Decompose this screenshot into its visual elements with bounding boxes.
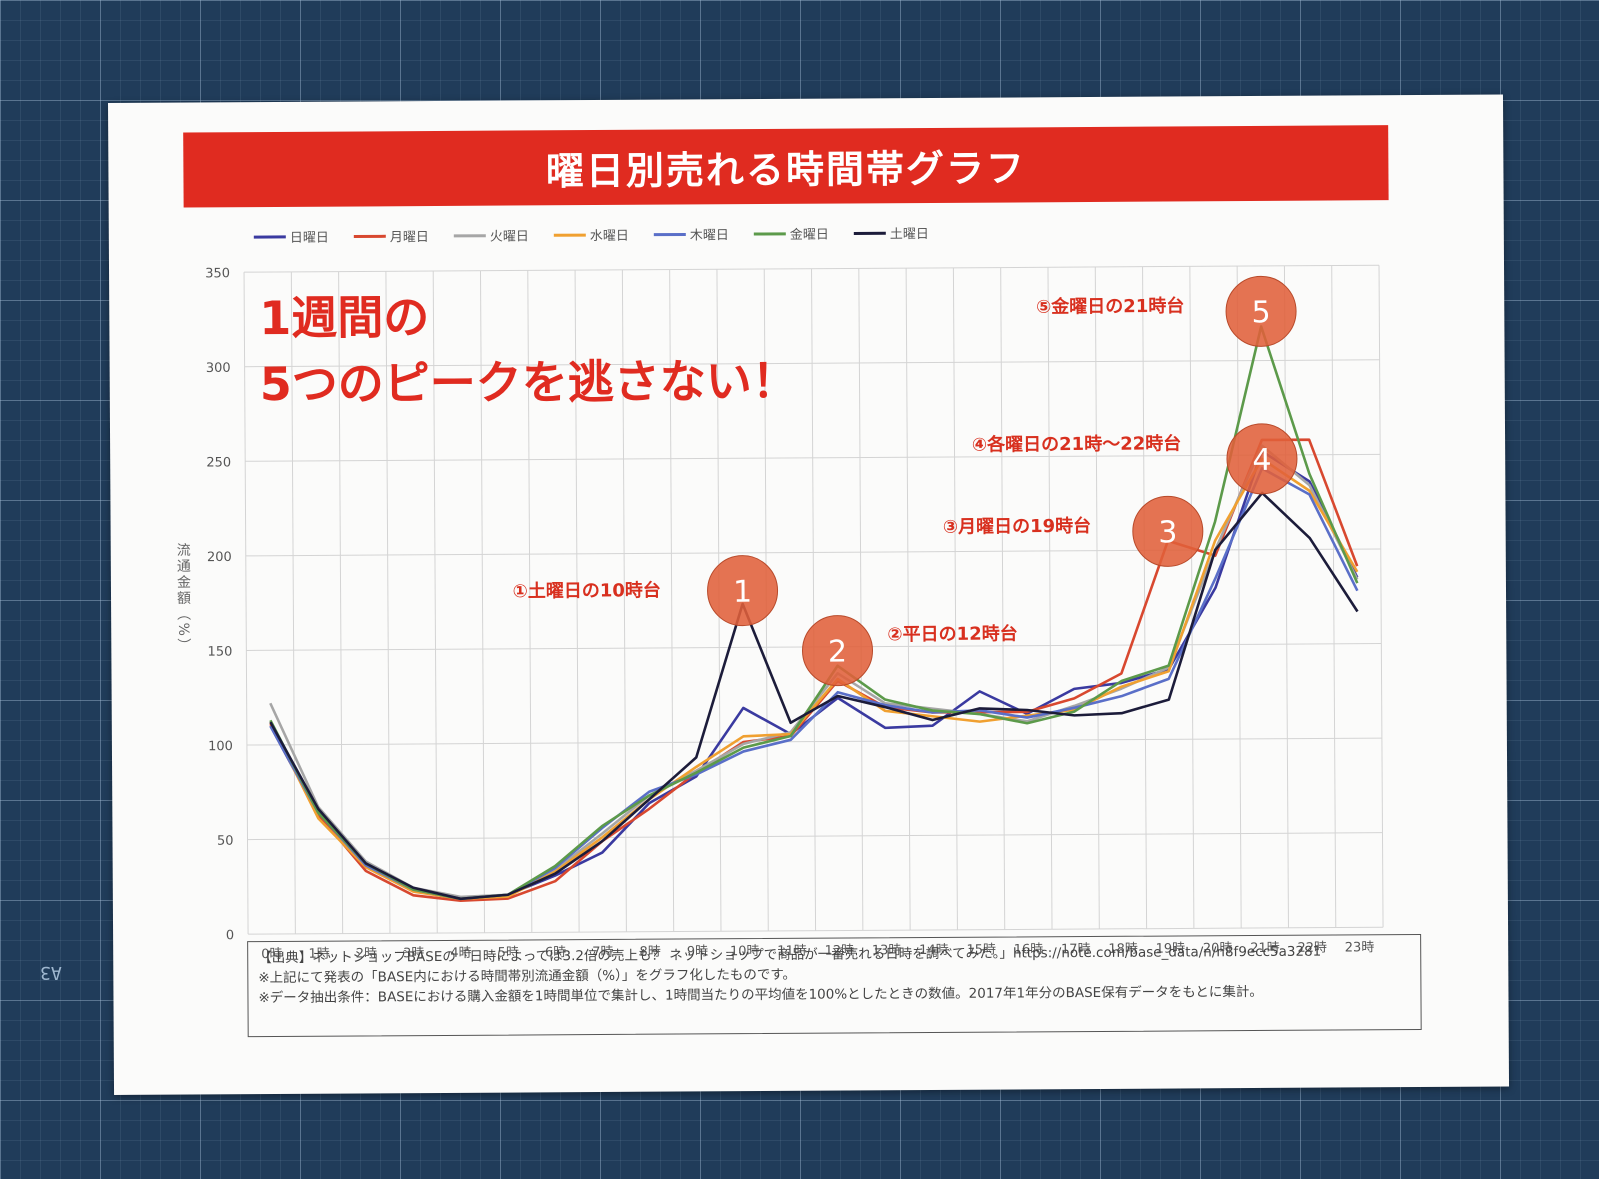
grid-line-vertical: [243, 272, 249, 935]
grid-line-vertical: [811, 268, 817, 931]
y-tick-label: 0: [226, 928, 234, 943]
x-tick-label: 2時: [356, 946, 377, 961]
x-tick-label: 23時: [1345, 940, 1375, 955]
grid-line-vertical: [338, 271, 344, 934]
callout-circle: [1132, 495, 1204, 567]
grid-line-vertical: [1094, 266, 1100, 929]
callout-circle: [707, 555, 779, 627]
callout-number: 3: [1158, 515, 1177, 550]
grid-line-horizontal: [244, 264, 1380, 273]
legend-label: 金曜日: [790, 227, 829, 243]
x-tick-label: 12時: [825, 943, 855, 958]
grid-line-vertical: [1283, 265, 1289, 928]
grid-line-vertical: [1378, 265, 1384, 928]
series-line: [269, 491, 1359, 901]
callout-number: 5: [1251, 295, 1270, 330]
x-tick-label: 9時: [687, 944, 708, 959]
grid-line-horizontal: [246, 737, 1382, 746]
line-chart: 0 50 100 150 200 250 300 350 0時 1時 2時 3時 4時 5時 6時 7時 8時 9…: [175, 227, 1384, 962]
x-tick-label: 14時: [919, 943, 949, 958]
headline-line-1: 1週間の: [259, 290, 429, 345]
x-tick-label: 13時: [872, 943, 902, 958]
grid-line-vertical: [1047, 267, 1053, 930]
grid-line-vertical: [1000, 267, 1006, 930]
x-tick-label: 22時: [1297, 941, 1327, 956]
grid-line-vertical: [858, 268, 864, 931]
x-tick-label: 5時: [498, 946, 519, 961]
grid-line-vertical: [479, 270, 486, 933]
grid-line-horizontal: [244, 359, 1380, 368]
grid-line-vertical: [669, 269, 675, 932]
grid-line-vertical: [290, 271, 296, 934]
callout-circle: [802, 615, 874, 687]
grid-line-vertical: [1236, 266, 1242, 929]
y-tick-label: 200: [207, 550, 232, 565]
source-note: 【出典】ネットショップBASEの「日時によっては3.2倍の売上も？ ネットショッ…: [247, 933, 1422, 1038]
x-tick-label: 17時: [1061, 942, 1091, 957]
grid-line-horizontal: [248, 926, 1384, 935]
callout-circle: [1226, 423, 1298, 495]
callout-number: 1: [733, 575, 752, 610]
x-tick-label: 3時: [403, 946, 424, 961]
legend-label: 水曜日: [590, 229, 629, 244]
grid-line-horizontal: [245, 453, 1381, 462]
y-tick-label: 350: [205, 266, 230, 281]
printed-sheet: 曜日別売れる時間帯グラフ 0 50 100 150 200 250 300 350 0時 1時 2時…: [108, 94, 1510, 1095]
x-tick-label: 16時: [1014, 942, 1044, 957]
grid-line-vertical: [385, 271, 391, 934]
x-tick-label: 10時: [730, 944, 760, 959]
x-tick-label: 21時: [1250, 941, 1280, 956]
callout-number: 4: [1252, 443, 1271, 478]
x-tick-label: 6時: [545, 945, 566, 960]
x-tick-label: 0時: [261, 947, 282, 962]
x-tick-label: 11時: [777, 944, 807, 959]
legend-label: 火曜日: [490, 229, 529, 244]
x-tick-label: 4時: [450, 946, 471, 961]
callout-label: ①土曜日の10時台: [512, 579, 660, 602]
callout-label: ④各曜日の21時〜22時台: [972, 432, 1181, 455]
headline-line-2: 5つのピークを逃さない！: [260, 354, 798, 411]
legend-label: 月曜日: [390, 230, 429, 245]
x-tick-label: 8時: [639, 945, 660, 960]
grid-line-vertical: [1142, 266, 1148, 929]
callout-label: ⑤金曜日の21時台: [1036, 295, 1184, 318]
callout-label: ③月曜日の19時台: [943, 515, 1091, 538]
y-tick-label: 300: [206, 361, 231, 376]
y-tick-label: 250: [206, 455, 231, 470]
grid-line-vertical: [905, 268, 911, 931]
x-tick-label: 20時: [1203, 941, 1233, 956]
legend-label: 木曜日: [690, 228, 729, 243]
callout-circle: [1225, 275, 1297, 347]
x-tick-label: 15時: [966, 943, 996, 958]
mat-marking: A3: [40, 962, 62, 983]
x-tick-label: 18時: [1108, 942, 1138, 957]
grid-line-vertical: [1331, 265, 1337, 928]
grid-line-vertical: [952, 267, 958, 930]
legend-label: 土曜日: [890, 227, 929, 242]
y-axis-label: 流通金額（%）: [175, 543, 192, 654]
callout-label: ②平日の12時台: [887, 623, 1017, 646]
y-tick-label: 50: [217, 834, 234, 849]
legend-label: 日曜日: [290, 231, 329, 246]
y-tick-label: 150: [207, 645, 232, 660]
grid-line-horizontal: [247, 832, 1383, 841]
callout-number: 2: [828, 635, 847, 670]
x-tick-label: 1時: [308, 947, 329, 962]
grid-line-vertical: [527, 270, 533, 933]
y-tick-label: 100: [208, 739, 233, 754]
x-tick-label: 7時: [592, 945, 613, 960]
x-tick-label: 19時: [1156, 941, 1186, 956]
grid-line-vertical: [574, 270, 580, 933]
grid-line-vertical: [432, 271, 438, 934]
